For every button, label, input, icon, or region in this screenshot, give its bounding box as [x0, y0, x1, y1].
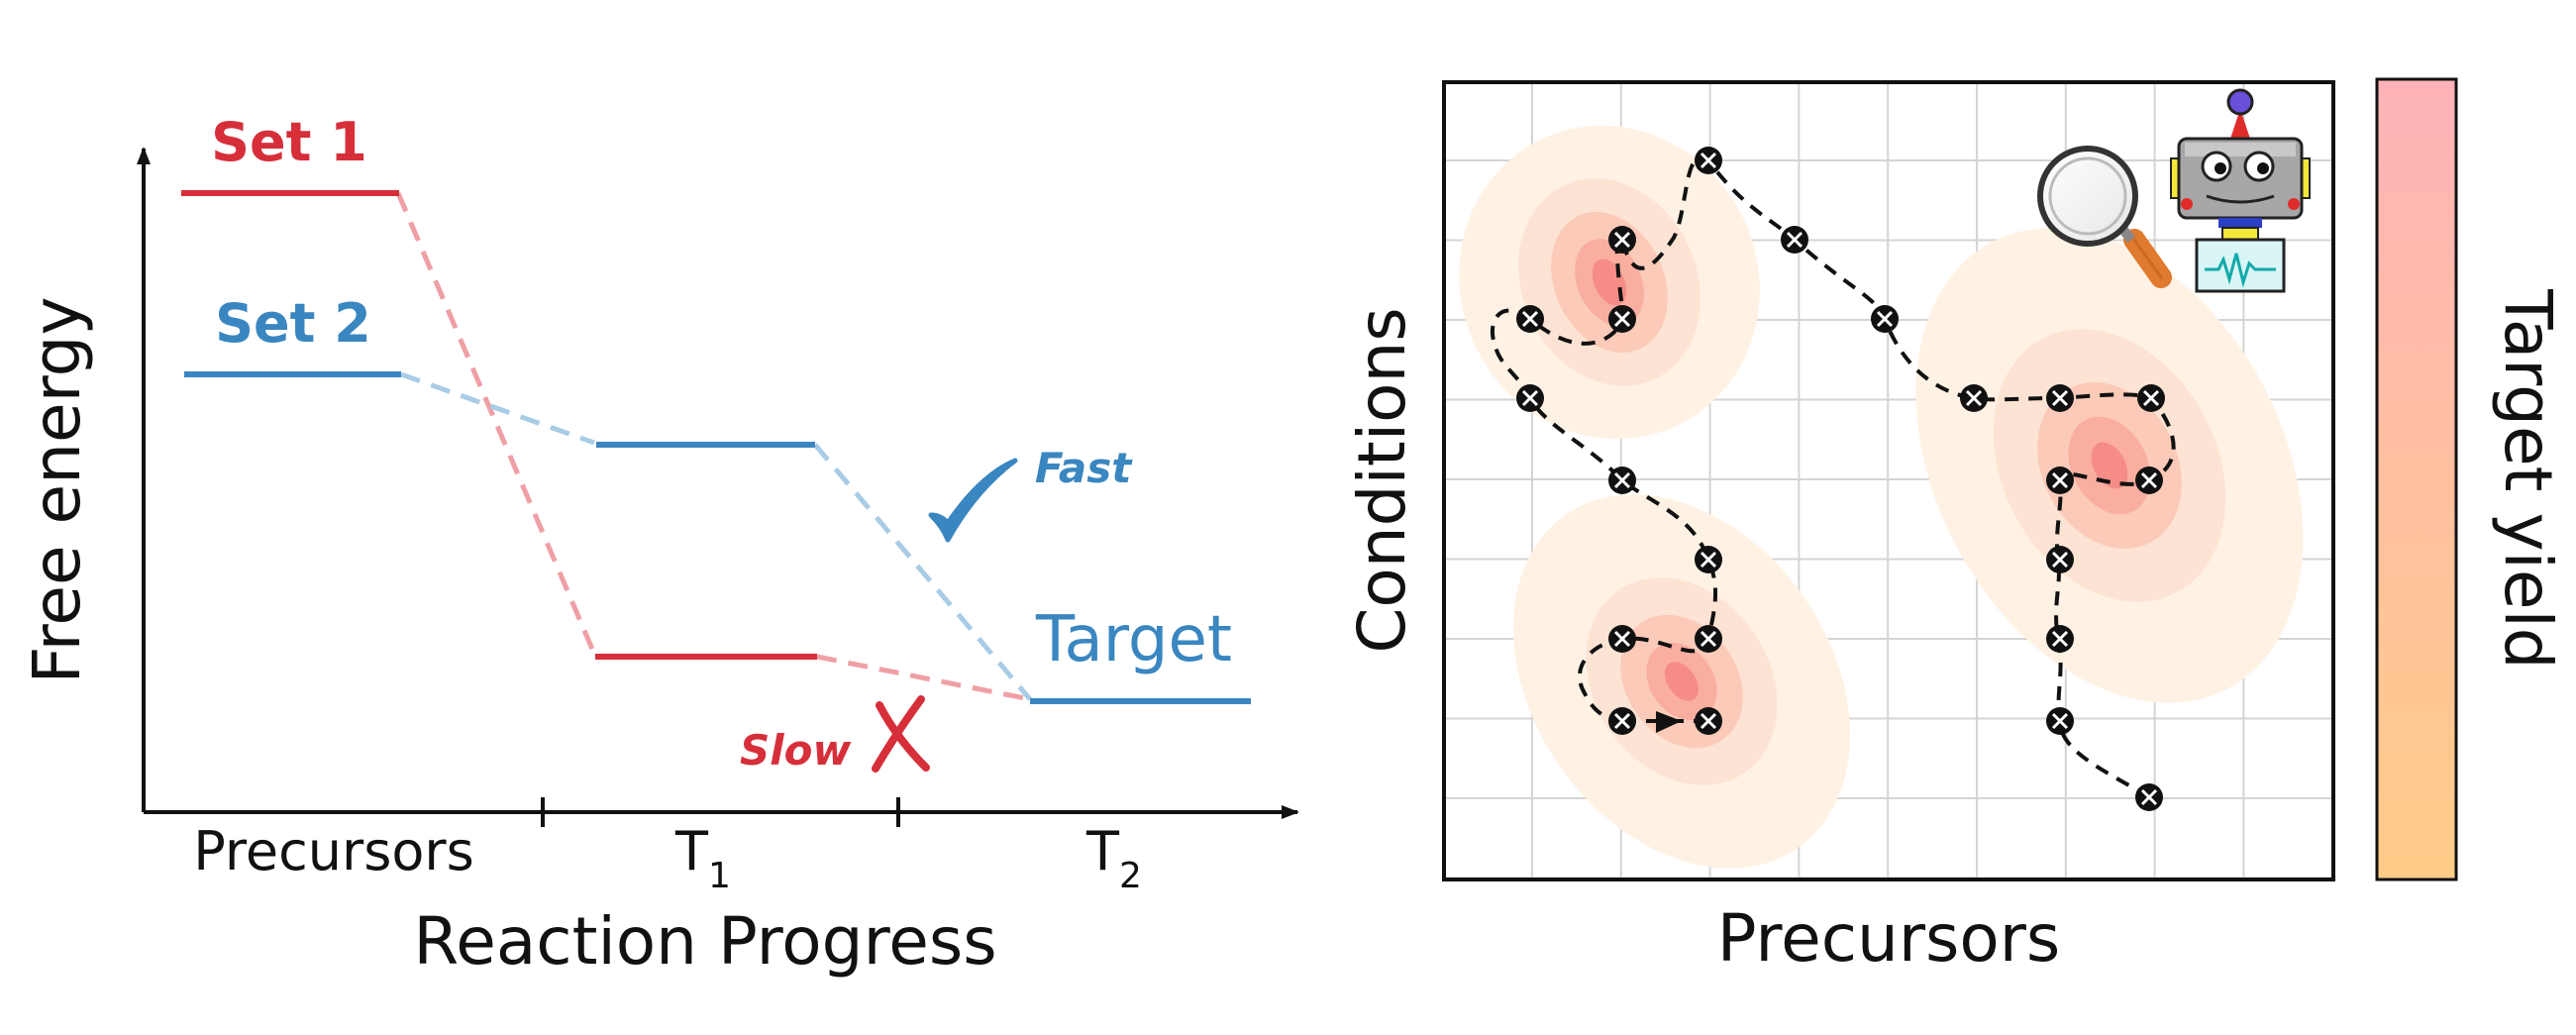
sample-markers	[1516, 147, 2165, 811]
stage-label-t1-sub: 1	[708, 856, 731, 896]
magnifier-icon	[2037, 146, 2172, 288]
target-label: Target	[1035, 603, 1232, 676]
set2-connector-2	[813, 443, 1032, 701]
sample-marker	[1695, 147, 1722, 174]
sample-marker	[1695, 625, 1722, 653]
map-y-axis-label: Conditions	[1344, 307, 1420, 653]
slow-label: Slow	[740, 726, 852, 775]
map-x-axis-label: Precursors	[1717, 900, 2060, 977]
sample-marker	[1608, 305, 1636, 333]
sample-marker	[2046, 707, 2074, 735]
set2-label: Set 2	[215, 292, 371, 355]
sample-marker	[1608, 226, 1636, 254]
robot-icon	[2170, 88, 2311, 293]
set1-connector-1	[395, 192, 597, 655]
optimization-map: Precursors Conditions Target yield	[1344, 77, 2566, 977]
path-arrow	[1656, 711, 1682, 733]
sample-marker	[1608, 466, 1636, 494]
stage-label-t2: T2	[1085, 820, 1142, 896]
sample-marker	[2135, 783, 2163, 811]
sample-marker	[1960, 384, 1988, 412]
sample-marker	[2135, 466, 2163, 494]
sample-marker	[2137, 384, 2165, 412]
sample-marker	[1608, 625, 1636, 653]
stage-label-precursors: Precursors	[193, 820, 473, 882]
sample-marker	[2046, 546, 2074, 573]
sample-marker	[1608, 707, 1636, 735]
stage-label-t2-sub: 2	[1119, 856, 1142, 896]
colorbar-label: Target yield	[2490, 288, 2566, 669]
y-axis-label: Free energy	[19, 296, 95, 683]
sample-marker	[2046, 384, 2074, 412]
cross-icon	[872, 695, 930, 773]
sample-marker	[1695, 546, 1722, 573]
sample-marker	[1781, 226, 1808, 254]
stage-label-t2-main: T	[1085, 820, 1120, 882]
set2-connector-1	[400, 371, 595, 446]
sample-marker	[2046, 625, 2074, 653]
hotspot-upper-left	[1459, 125, 1760, 440]
sample-marker	[1871, 305, 1899, 333]
yield-hotspots	[1459, 125, 2304, 869]
stage-label-t1: T1	[674, 820, 731, 896]
stage-label-t1-main: T	[674, 820, 709, 882]
x-axis-label: Reaction Progress	[413, 903, 996, 980]
checkmark-icon	[928, 458, 1018, 543]
set1-connector-2	[816, 654, 1031, 702]
hotspot-lower-left	[1512, 494, 1851, 869]
sample-marker	[1516, 384, 1544, 412]
sample-marker	[1695, 707, 1722, 735]
set1-label: Set 1	[211, 111, 367, 173]
map-frame	[1442, 80, 2335, 881]
energy-diagram: Set 1 Set 2 Target Fast Slow Free energy…	[19, 111, 1299, 980]
sample-marker	[1516, 305, 1544, 333]
yield-colorbar	[2375, 77, 2458, 881]
sample-marker	[2046, 466, 2074, 494]
fast-label: Fast	[1035, 444, 1133, 492]
hotspot-right	[1915, 228, 2304, 703]
